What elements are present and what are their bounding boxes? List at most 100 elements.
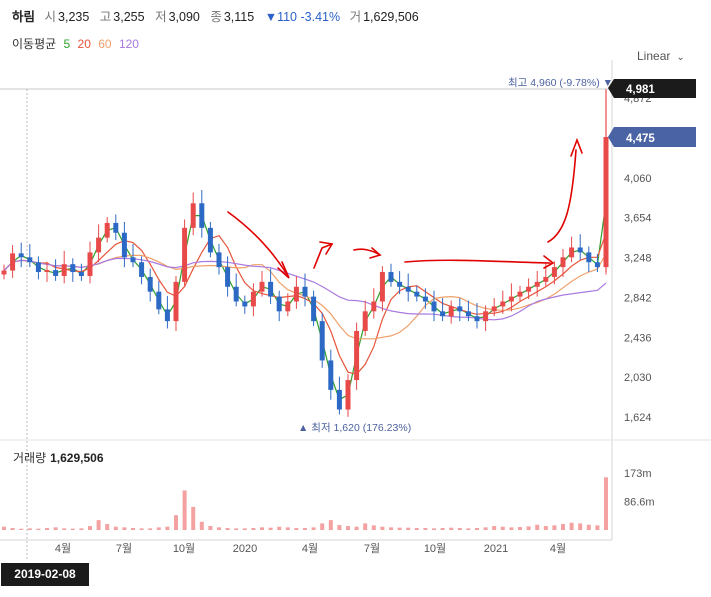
- candle-body: [78, 272, 84, 276]
- ma-20-label[interactable]: 20: [77, 37, 91, 51]
- volume-bar: [543, 526, 548, 530]
- candle-body: [388, 272, 394, 282]
- candle-body: [422, 296, 428, 302]
- volume-axis-ticks: 173m 86.6m: [624, 468, 655, 508]
- volume-bar: [380, 526, 385, 530]
- price-tick-label: 2,842: [624, 292, 652, 304]
- scale-selector-label: Linear: [637, 49, 671, 63]
- candle-body: [569, 247, 575, 258]
- candle-body: [18, 253, 24, 258]
- volume-bar: [328, 520, 333, 530]
- candle-body: [147, 276, 153, 292]
- hand-drawn-arrows: [227, 137, 583, 279]
- candle-body: [371, 301, 377, 312]
- candle-body: [199, 203, 205, 228]
- chevron-down-icon: ⌄: [676, 52, 685, 63]
- arrow-right-short-head: [369, 247, 382, 259]
- svg-text:4,981: 4,981: [626, 84, 655, 96]
- volume-bar: [303, 528, 307, 530]
- volume-bar: [371, 525, 376, 530]
- candle-body: [362, 311, 368, 331]
- volume-bar: [423, 528, 428, 530]
- volume-bar: [242, 528, 247, 530]
- candle-body: [431, 301, 437, 312]
- ma-60-label[interactable]: 60: [98, 37, 112, 51]
- volume-bar: [294, 528, 299, 530]
- volume-bar: [10, 528, 15, 530]
- candle-body: [517, 291, 523, 297]
- volume-tick-label: 86.6m: [624, 496, 655, 508]
- candle-body: [35, 262, 41, 273]
- ma-5-label[interactable]: 5: [63, 37, 71, 51]
- volume-bar: [354, 526, 359, 530]
- scale-selector[interactable]: Linear ⌄: [637, 49, 685, 63]
- volume-panel-label: 거래량 1,629,506: [13, 449, 104, 466]
- volume-bar: [122, 527, 127, 530]
- candle-body: [577, 247, 583, 253]
- candle-body: [293, 286, 299, 302]
- candle-body: [44, 270, 50, 273]
- arrow-down-head: [277, 261, 290, 279]
- volume-bar: [27, 528, 32, 530]
- stock-header: 하림 시 3,235 고 3,255 저 3,090 종 3,115 ▼110 -3.4…: [12, 6, 426, 25]
- volume-bar: [285, 527, 290, 530]
- volume-bar: [449, 527, 454, 530]
- volume-bar: [217, 527, 221, 530]
- high-value: 3,255: [113, 10, 145, 24]
- ma-120-label[interactable]: 120: [118, 37, 139, 51]
- change-value: ▼110 -3.41%: [264, 10, 341, 24]
- close-label: 종: [210, 10, 222, 24]
- high-price-badge: 4,981: [608, 79, 696, 98]
- arrow-right-long-head: [543, 255, 555, 269]
- time-axis-label: 10월: [424, 542, 446, 555]
- candle-body: [61, 264, 67, 276]
- volume-bar: [174, 515, 178, 530]
- volume-bar: [414, 528, 419, 530]
- candle-body: [104, 222, 110, 238]
- volume-bar: [277, 526, 282, 530]
- candle-body: [259, 281, 265, 292]
- volume-bar: [148, 528, 153, 530]
- volume-bar: [604, 477, 608, 530]
- candle-body: [207, 227, 213, 253]
- crosshair-date-badge: 2019-02-08: [1, 563, 89, 586]
- candle-body: [526, 286, 532, 292]
- volume-bar: [552, 525, 557, 530]
- candle-body: [70, 264, 76, 273]
- candle-body: [121, 232, 127, 258]
- candle-body: [27, 257, 33, 263]
- volume-bar: [19, 528, 24, 530]
- arrow-right-long-stroke: [404, 259, 551, 264]
- candle-body: [491, 306, 497, 312]
- high-label: 고: [99, 10, 112, 24]
- volume-bar: [191, 506, 196, 530]
- candle-body: [440, 311, 446, 317]
- candle-body: [139, 262, 145, 277]
- volume-bar: [311, 527, 316, 530]
- arrow-up-head: [319, 241, 334, 255]
- moving-average-legend[interactable]: 이동평균 5 20 60 120: [12, 35, 143, 52]
- volume-bar: [199, 521, 204, 530]
- candle-body: [336, 389, 342, 410]
- candle-body: [319, 321, 325, 361]
- arrow-up-stroke: [313, 243, 333, 269]
- volume-bar: [45, 528, 49, 530]
- arrow-up-right-head: [570, 137, 583, 157]
- candle-body: [233, 286, 239, 302]
- candle-body: [10, 253, 16, 271]
- low-label: 저: [155, 10, 167, 24]
- candle-body: [457, 306, 463, 312]
- volume-bar: [139, 528, 144, 530]
- volume-bar: [36, 528, 41, 530]
- volume-bar: [182, 490, 187, 530]
- volume-bar: [53, 527, 58, 530]
- candle-body: [130, 257, 136, 263]
- volume-bar: [483, 527, 488, 530]
- volume-bar: [251, 528, 256, 530]
- volume-bar: [440, 528, 445, 530]
- candle-body: [268, 281, 274, 297]
- stock-name: 하림: [12, 10, 36, 24]
- volume-bar: [569, 522, 574, 530]
- arrow-down-stroke: [227, 211, 289, 277]
